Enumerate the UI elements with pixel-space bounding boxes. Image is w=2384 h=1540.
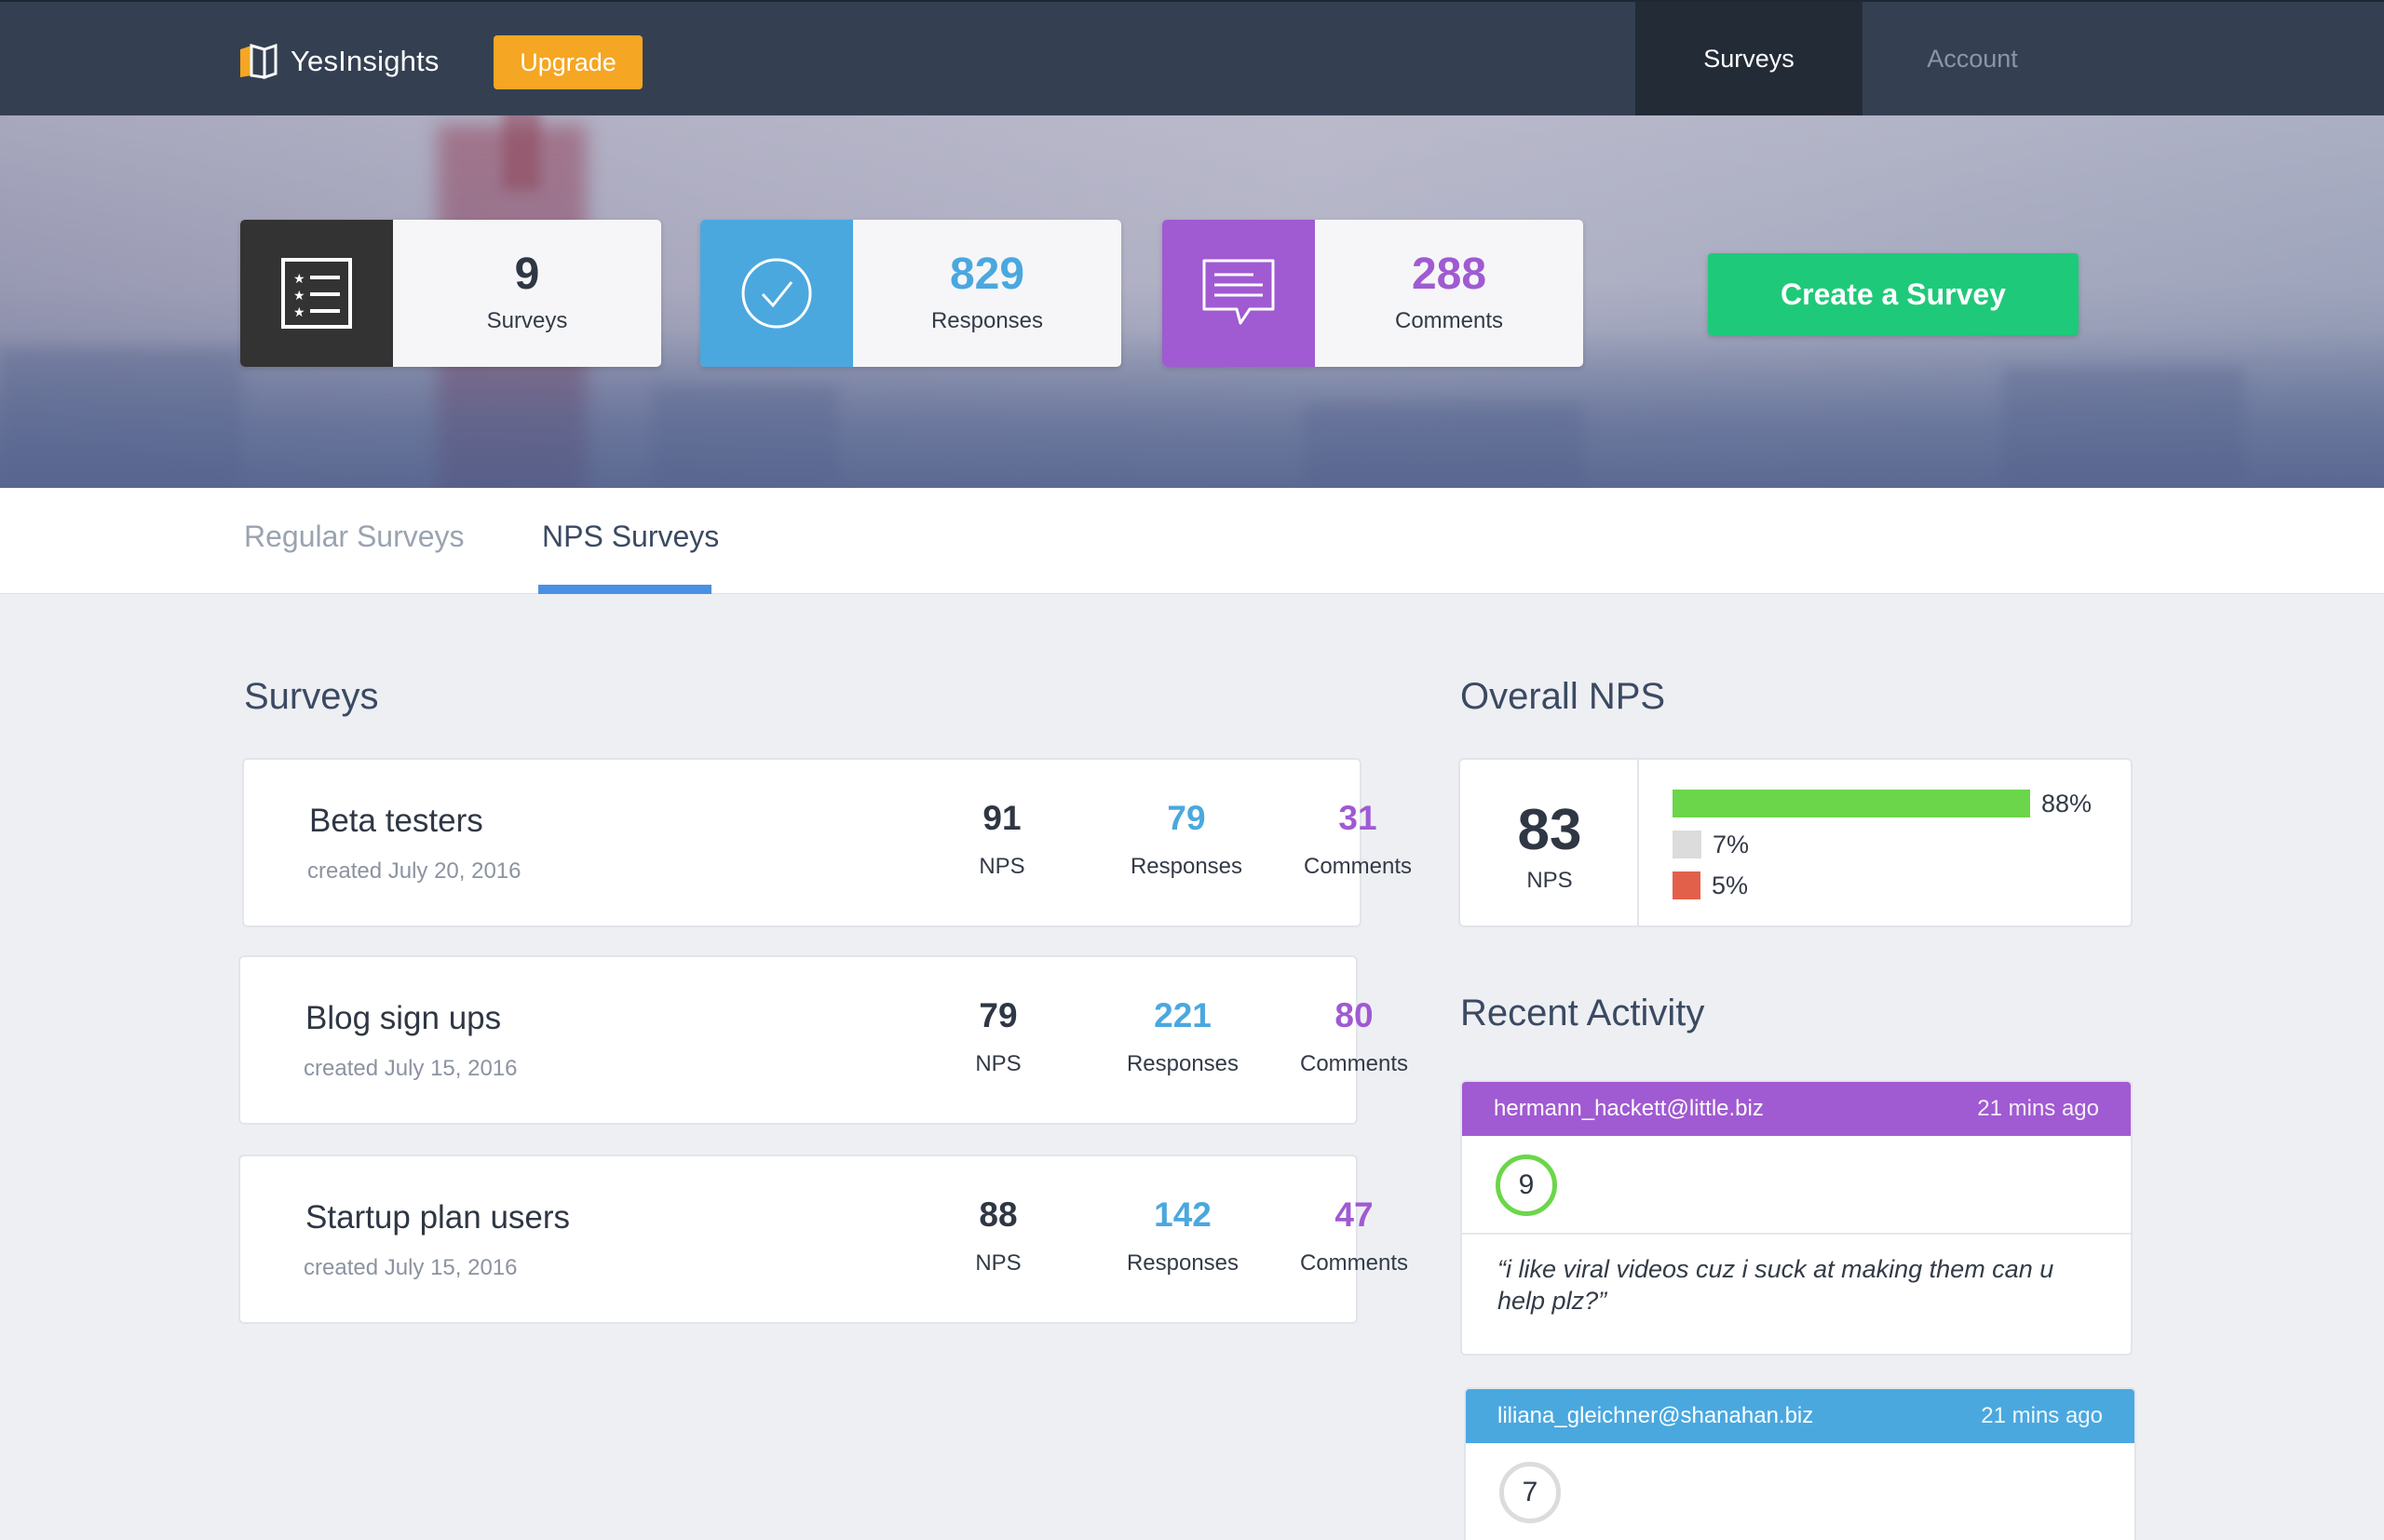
nav-account[interactable]: Account [1927,44,2018,73]
activity-item[interactable]: liliana_gleichner@shanahan.biz 21 mins a… [1464,1387,2136,1540]
nps-score-box: 83 NPS [1460,760,1639,925]
stat-label: Responses [930,308,1044,333]
stat-value: 829 [949,250,1025,299]
activity-comment: “i like viral videos cuz i suck at makin… [1462,1233,2131,1354]
activity-header: liliana_gleichner@shanahan.biz 21 mins a… [1466,1389,2134,1443]
nps-breakdown-row: 5% [1673,871,1748,899]
check-circle-icon [741,258,812,329]
metric-label: Comments [1299,1051,1409,1076]
stat-value: 9 [514,250,540,299]
activity-item[interactable]: hermann_hackett@little.biz 21 mins ago 9… [1460,1080,2133,1356]
svg-text:★: ★ [293,289,305,304]
map-icon [240,44,278,79]
survey-nps-metric: 88 NPS [905,1197,1091,1277]
activity-score-row: 9 [1462,1136,2131,1233]
metric-label: NPS [975,1250,1022,1276]
metric-label: NPS [979,854,1025,879]
stat-value: 288 [1411,250,1487,299]
nps-breakdown-row: 7% [1673,831,1749,858]
survey-nps-metric: 91 NPS [909,801,1095,880]
surveys-heading: Surveys [244,676,379,717]
stat-label: Surveys [486,308,568,333]
hero-background-spire [503,115,540,190]
survey-name: Startup plan users [305,1199,571,1236]
metric-label: Comments [1299,1250,1409,1276]
active-tab-indicator [538,585,711,594]
metric-value: 79 [1167,799,1206,837]
create-survey-button[interactable]: Create a Survey [1708,253,2079,335]
metric-value: 47 [1334,1196,1374,1234]
metric-value: 88 [979,1196,1018,1234]
nps-detractors-percent: 5% [1712,871,1749,899]
metric-label: Comments [1303,854,1413,879]
metric-label: NPS [975,1051,1022,1076]
nps-promoters-bar [1673,790,2030,817]
brand-logo[interactable]: YesInsights [238,43,440,80]
metric-value: 221 [1154,996,1212,1034]
metric-label: Responses [1126,1250,1239,1276]
activity-score-badge: 7 [1499,1462,1561,1523]
survey-card[interactable]: Beta testers created July 20, 2016 91 NP… [242,758,1412,927]
survey-card[interactable]: Startup plan users created July 15, 2016… [238,1155,1408,1324]
survey-name: Beta testers [309,803,483,839]
stat-icon-box [700,220,853,367]
activity-score-badge: 9 [1496,1155,1557,1216]
survey-comments-metric: 80 Comments [1261,998,1447,1077]
brand-name: YesInsights [291,45,440,77]
survey-comments-metric: 47 Comments [1261,1197,1447,1277]
tab-regular-surveys[interactable]: Regular Surveys [244,520,465,553]
list-icon: ★ ★ ★ [281,258,352,329]
stat-label: Comments [1394,308,1504,333]
nps-passives-bar [1673,831,1701,858]
top-navbar: YesInsights Upgrade Surveys Account [0,0,2384,115]
survey-nps-metric: 79 NPS [905,998,1091,1077]
nps-score-label: NPS [1526,868,1573,893]
speech-bubble-icon [1202,259,1275,325]
metric-label: Responses [1130,854,1243,879]
overall-nps-card: 83 NPS 88% 7% 5% [1458,758,2133,927]
survey-created-date: created July 20, 2016 [307,858,522,884]
survey-responses-metric: 79 Responses [1093,801,1280,880]
stat-card-responses: 829 Responses [700,220,1121,367]
nps-score-value: 83 [1517,798,1582,862]
tab-nps-surveys[interactable]: NPS Surveys [542,520,720,553]
nps-breakdown-row: 88% [1673,790,2092,817]
nps-promoters-percent: 88% [2041,789,2093,817]
activity-email[interactable]: liliana_gleichner@shanahan.biz [1497,1403,1814,1428]
activity-header: hermann_hackett@little.biz 21 mins ago [1462,1082,2131,1136]
nps-detractors-bar [1673,871,1700,899]
activity-score-row: 7 [1466,1443,2134,1540]
svg-text:★: ★ [293,305,305,320]
survey-tabs: Regular Surveys NPS Surveys [0,488,2384,594]
survey-created-date: created July 15, 2016 [304,1056,518,1081]
nps-passives-percent: 7% [1713,830,1750,858]
activity-time: 21 mins ago [1977,1096,2099,1121]
metric-value: 91 [982,799,1022,837]
upgrade-button[interactable]: Upgrade [494,35,643,89]
stat-icon-box: ★ ★ ★ [240,220,393,367]
metric-value: 80 [1334,996,1374,1034]
hero-banner [0,115,2384,488]
metric-value: 142 [1154,1196,1212,1234]
stat-card-comments: 288 Comments [1162,220,1583,367]
activity-email[interactable]: hermann_hackett@little.biz [1494,1096,1764,1121]
stat-icon-box [1162,220,1315,367]
stat-card-surveys: ★ ★ ★ 9 Surveys [240,220,661,367]
survey-responses-metric: 142 Responses [1090,1197,1276,1277]
metric-value: 31 [1338,799,1377,837]
activity-time: 21 mins ago [1981,1403,2103,1428]
overall-nps-heading: Overall NPS [1460,676,1666,717]
svg-text:★: ★ [293,272,305,287]
nav-surveys[interactable]: Surveys [1635,2,1862,115]
survey-name: Blog sign ups [305,1000,502,1036]
survey-responses-metric: 221 Responses [1090,998,1276,1077]
survey-created-date: created July 15, 2016 [304,1255,518,1280]
metric-label: Responses [1126,1051,1239,1076]
recent-activity-heading: Recent Activity [1460,993,1705,1033]
survey-card[interactable]: Blog sign ups created July 15, 2016 79 N… [238,955,1408,1125]
metric-value: 79 [979,996,1018,1034]
survey-comments-metric: 31 Comments [1265,801,1451,880]
